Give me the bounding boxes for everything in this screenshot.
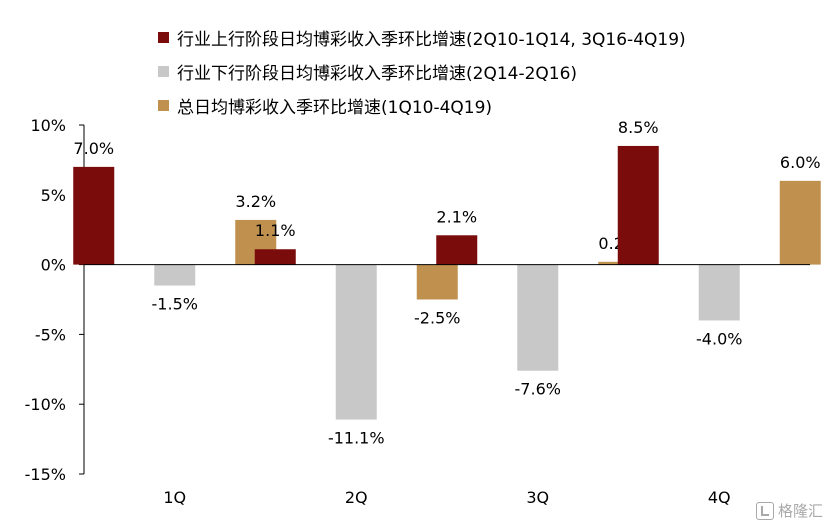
y-tick-label: -15%	[25, 465, 66, 484]
bar-4Q-series-2	[698, 264, 740, 321]
legend: 行业上行阶段日均博彩收入季环比增速(2Q10-1Q14, 3Q16-4Q19) …	[158, 20, 686, 122]
data-label: -2.5%	[414, 309, 460, 328]
x-tick-label: 2Q	[345, 488, 368, 507]
x-tick-label: 3Q	[526, 488, 549, 507]
legend-swatch-total	[158, 99, 169, 111]
legend-swatch-downturn	[158, 65, 169, 77]
legend-label-upturn: 行业上行阶段日均博彩收入季环比增速(2Q10-1Q14, 3Q16-4Q19)	[177, 29, 686, 50]
legend-label-total: 总日均博彩收入季环比增速(1Q10-4Q19)	[177, 97, 493, 118]
data-label: 3.2%	[235, 192, 276, 211]
bar-3Q-series-1	[436, 235, 478, 265]
data-label: -11.1%	[328, 429, 385, 448]
bar-1Q-series-1	[73, 166, 115, 265]
watermark: 格隆汇	[755, 500, 823, 521]
data-label: 1.1%	[255, 221, 296, 240]
legend-label-downturn: 行业下行阶段日均博彩收入季环比增速(2Q14-2Q16)	[177, 63, 578, 84]
bar-2Q-series-3	[416, 264, 458, 300]
data-label: -4.0%	[696, 329, 742, 348]
plot-area: 10% 5% 0% -5% -10% -15% 7.0% -1.5% 3.2% 1Q 1.1% -11…	[25, 116, 821, 507]
data-label: 8.5%	[618, 118, 659, 137]
bar-1Q-series-2	[154, 264, 196, 286]
y-tick-label: -5%	[35, 325, 66, 344]
legend-item-total: 总日均博彩收入季环比增速(1Q10-4Q19)	[158, 88, 686, 122]
bar-4Q-series-3	[779, 180, 821, 265]
y-tick-label: 5%	[41, 186, 66, 205]
gelonghui-logo-icon	[755, 501, 774, 520]
bar-2Q-series-2	[335, 264, 377, 420]
data-label: 7.0%	[73, 139, 114, 158]
x-tick-label: 1Q	[163, 488, 186, 507]
bar-4Q-series-1	[617, 145, 659, 265]
y-tick-label: 10%	[30, 116, 66, 135]
bar-2Q-series-1	[254, 249, 296, 265]
y-tick-label: 0%	[41, 256, 66, 275]
y-tick-label: -10%	[25, 395, 66, 414]
legend-swatch-upturn	[158, 31, 169, 43]
data-label: -1.5%	[152, 295, 198, 314]
x-tick-label: 4Q	[708, 488, 731, 507]
bar-3Q-series-2	[517, 264, 559, 371]
watermark-text: 格隆汇	[777, 502, 823, 520]
legend-item-upturn: 行业上行阶段日均博彩收入季环比增速(2Q10-1Q14, 3Q16-4Q19)	[158, 20, 686, 54]
data-label: 6.0%	[780, 153, 821, 172]
data-label: 2.1%	[436, 207, 477, 226]
data-label: -7.6%	[515, 380, 561, 399]
legend-item-downturn: 行业下行阶段日均博彩收入季环比增速(2Q14-2Q16)	[158, 54, 686, 88]
